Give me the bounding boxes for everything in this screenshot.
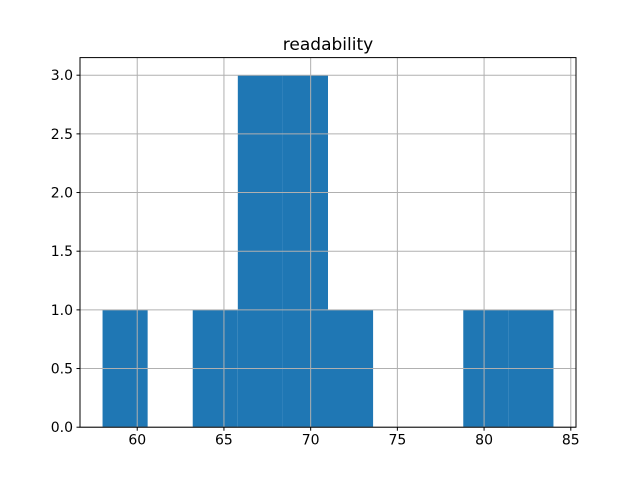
grid-layer: [80, 57, 576, 428]
x-tick-label: 65: [215, 433, 233, 449]
tick-labels: 60 65 70 75 80 85 0.0 0.5 1.0 1.5 2.0 2.5 3.0: [51, 68, 580, 449]
chart-title: readability: [283, 35, 373, 55]
y-tick-label: 1.5: [51, 244, 73, 260]
x-tick-label: 85: [562, 433, 580, 449]
tick-marks: [76, 74, 572, 431]
axes-spines: [79, 57, 577, 428]
plot-border: [79, 57, 577, 428]
y-tick-label: 2.5: [51, 127, 73, 143]
y-tick-label: 3.0: [51, 68, 73, 84]
y-tick-label: 0.5: [51, 362, 73, 378]
y-tick-label: 0.0: [51, 420, 73, 436]
x-tick-label: 80: [475, 433, 493, 449]
y-tick-label: 1.0: [51, 303, 73, 319]
y-tick-label: 2.0: [51, 186, 73, 202]
x-tick-label: 70: [302, 433, 320, 449]
x-tick-label: 60: [128, 433, 146, 449]
x-tick-label: 75: [388, 433, 406, 449]
